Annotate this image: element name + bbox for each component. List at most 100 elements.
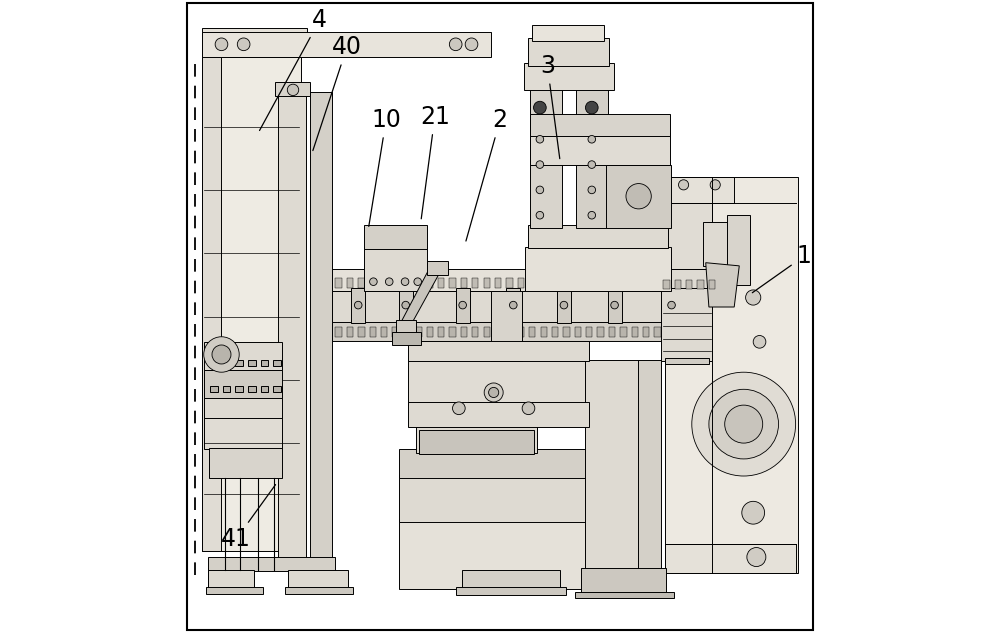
Polygon shape [606,165,671,228]
Polygon shape [557,288,571,323]
Bar [586,327,592,337]
Polygon shape [532,25,604,41]
Polygon shape [208,570,254,590]
Polygon shape [665,177,798,573]
Circle shape [588,211,596,219]
Bar [609,327,615,337]
Bar [654,278,661,288]
Bar [677,327,684,337]
Polygon shape [202,28,307,57]
Polygon shape [585,360,639,570]
Polygon shape [530,133,670,165]
Polygon shape [416,424,537,453]
Bar [686,280,692,289]
Bar [248,386,256,392]
Bar [597,327,604,337]
Bar [381,278,387,288]
Polygon shape [204,398,282,418]
Bar [370,327,376,337]
Bar [609,278,615,288]
Circle shape [401,278,409,285]
Circle shape [611,301,618,309]
Polygon shape [706,263,739,307]
Polygon shape [665,544,796,573]
Polygon shape [364,225,427,249]
Polygon shape [278,92,306,570]
Bar [643,278,649,288]
Bar [529,278,535,288]
Bar [697,280,704,289]
Bar [563,327,570,337]
Circle shape [536,186,544,194]
Polygon shape [396,320,416,335]
Polygon shape [202,32,301,551]
Circle shape [212,345,231,364]
Bar [575,278,581,288]
Bar [677,278,684,288]
Polygon shape [530,82,562,228]
Circle shape [626,184,651,209]
Bar [643,327,649,337]
Polygon shape [204,417,282,449]
Bar [449,278,456,288]
Polygon shape [208,557,335,571]
Bar [248,360,256,366]
Bar [223,360,230,366]
Circle shape [753,335,766,348]
Circle shape [725,405,763,443]
Bar [552,278,558,288]
Circle shape [746,290,761,305]
Circle shape [237,38,250,51]
Circle shape [585,101,598,114]
Bar [506,327,513,337]
Circle shape [522,402,535,415]
Circle shape [668,301,675,309]
Bar [472,278,478,288]
Bar [700,278,706,288]
Circle shape [215,38,228,51]
Bar [427,278,433,288]
Text: 41: 41 [221,485,276,551]
Polygon shape [528,38,609,66]
Polygon shape [408,341,589,361]
Bar [261,360,268,366]
Polygon shape [332,269,709,291]
Bar [541,278,547,288]
Circle shape [453,402,465,415]
Circle shape [536,211,544,219]
Polygon shape [204,342,282,370]
Polygon shape [525,247,671,291]
Polygon shape [288,570,348,590]
Bar [709,280,715,289]
Bar [529,327,535,337]
Circle shape [710,180,720,190]
Polygon shape [400,269,442,324]
Circle shape [370,278,377,285]
Bar [700,327,706,337]
Polygon shape [661,269,712,291]
Polygon shape [206,587,263,594]
Text: 21: 21 [420,105,450,219]
Polygon shape [524,63,614,90]
Polygon shape [275,82,310,96]
Bar [438,278,444,288]
Bar [415,278,422,288]
Bar [335,327,342,337]
Circle shape [291,179,301,189]
Bar [552,327,558,337]
Circle shape [465,38,478,51]
Bar [597,278,604,288]
Polygon shape [202,32,491,57]
Polygon shape [638,360,661,570]
Text: 40: 40 [313,35,362,151]
Polygon shape [202,57,221,551]
Circle shape [536,161,544,168]
Bar [575,327,581,337]
Bar [347,327,353,337]
Bar [632,327,638,337]
Bar [427,327,433,337]
Circle shape [291,103,301,113]
Polygon shape [209,448,282,478]
Bar [370,278,376,288]
Polygon shape [665,358,709,364]
